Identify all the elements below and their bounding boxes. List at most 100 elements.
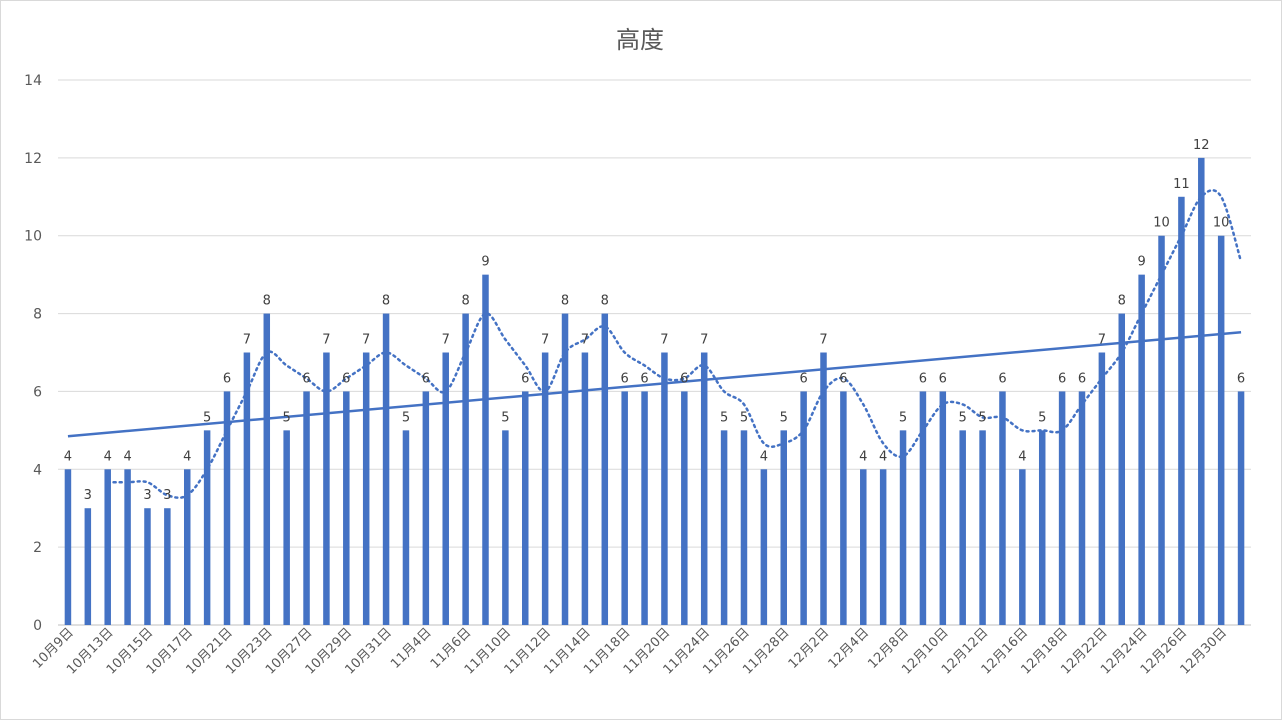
bar — [164, 508, 171, 625]
trendlines — [67, 189, 1243, 499]
y-tick-label: 10 — [24, 229, 42, 245]
bar — [462, 313, 469, 625]
bar — [283, 430, 290, 625]
data-label: 8 — [1118, 294, 1126, 309]
bar — [64, 469, 72, 625]
data-label: 5 — [899, 410, 907, 425]
linear-trendline — [67, 331, 1242, 438]
bar — [303, 391, 310, 625]
x-tick-label: 12月2日 — [786, 625, 833, 672]
data-label: 9 — [1138, 255, 1146, 270]
bar — [243, 352, 251, 625]
data-label: 9 — [481, 255, 489, 270]
bar — [382, 313, 390, 625]
data-label: 7 — [322, 333, 330, 348]
data-label: 5 — [203, 410, 211, 425]
bar — [1118, 313, 1126, 625]
data-label: 7 — [660, 333, 668, 348]
bar — [183, 469, 191, 625]
bar — [1138, 274, 1145, 625]
bar — [362, 352, 370, 625]
data-label: 6 — [302, 371, 310, 386]
bar — [1078, 391, 1086, 625]
data-label: 8 — [461, 294, 469, 309]
data-label: 6 — [839, 371, 847, 386]
bar — [840, 391, 847, 625]
bar — [1178, 196, 1185, 626]
bar — [104, 469, 111, 625]
bar — [939, 391, 947, 625]
y-axis: 0 2 4 6 8 10 12 14 — [24, 73, 42, 634]
x-axis: 10月9日10月13日10月15日10月17日10月21日10月23日10月27… — [30, 625, 1230, 677]
bar — [1038, 430, 1046, 625]
data-label: 4 — [859, 449, 867, 464]
data-label: 7 — [700, 333, 708, 348]
bar — [919, 391, 927, 625]
data-label: 8 — [382, 294, 390, 309]
data-label: 6 — [1058, 371, 1066, 386]
data-label: 7 — [581, 333, 589, 348]
data-label: 4 — [123, 449, 131, 464]
chart-title: 高度 — [616, 26, 664, 54]
data-label: 4 — [64, 449, 72, 464]
y-tick-label: 0 — [33, 618, 42, 634]
data-label: 5 — [720, 410, 728, 425]
bar — [1019, 469, 1026, 625]
bar — [482, 274, 489, 625]
data-label: 5 — [402, 410, 410, 425]
bar — [144, 508, 151, 625]
data-label: 11 — [1173, 177, 1190, 192]
bar — [263, 313, 271, 625]
data-label: 5 — [959, 410, 967, 425]
bar — [442, 352, 449, 625]
data-label: 6 — [680, 371, 688, 386]
data-label: 10 — [1213, 216, 1230, 231]
data-label: 12 — [1193, 138, 1210, 153]
bar — [740, 430, 748, 625]
data-label: 5 — [283, 410, 291, 425]
bar — [959, 430, 966, 625]
x-tick-label: 11月4日 — [388, 625, 435, 672]
bar — [124, 469, 131, 625]
bar — [203, 430, 211, 625]
bar — [541, 352, 549, 625]
bar — [999, 391, 1006, 625]
data-label: 8 — [601, 294, 609, 309]
data-label: 6 — [919, 371, 927, 386]
bar — [641, 391, 648, 625]
bar — [879, 469, 887, 625]
y-tick-label: 8 — [33, 307, 42, 323]
bar — [343, 391, 350, 625]
data-label: 7 — [442, 333, 450, 348]
y-tick-label: 6 — [33, 384, 42, 400]
bar — [1198, 157, 1205, 625]
bar — [1217, 235, 1225, 625]
bar — [899, 430, 907, 625]
bar — [800, 391, 807, 625]
data-label: 7 — [1098, 333, 1106, 348]
y-tick-label: 14 — [24, 73, 42, 89]
bar — [720, 430, 728, 625]
data-label: 7 — [243, 333, 251, 348]
data-label: 3 — [163, 488, 171, 503]
bar — [402, 430, 410, 625]
bar — [601, 313, 609, 625]
data-label: 5 — [978, 410, 986, 425]
data-label: 6 — [799, 371, 807, 386]
data-label: 4 — [879, 449, 887, 464]
bar — [223, 391, 231, 625]
bar — [820, 352, 827, 625]
data-label: 5 — [501, 410, 509, 425]
bar — [700, 352, 708, 625]
bar — [561, 313, 569, 625]
bar — [860, 469, 867, 625]
data-label: 4 — [760, 449, 768, 464]
data-label: 4 — [183, 449, 191, 464]
moving-average-trendline — [106, 189, 1243, 499]
data-label: 6 — [223, 371, 231, 386]
data-label: 5 — [1038, 410, 1046, 425]
bar — [780, 430, 787, 625]
bar — [979, 430, 986, 625]
